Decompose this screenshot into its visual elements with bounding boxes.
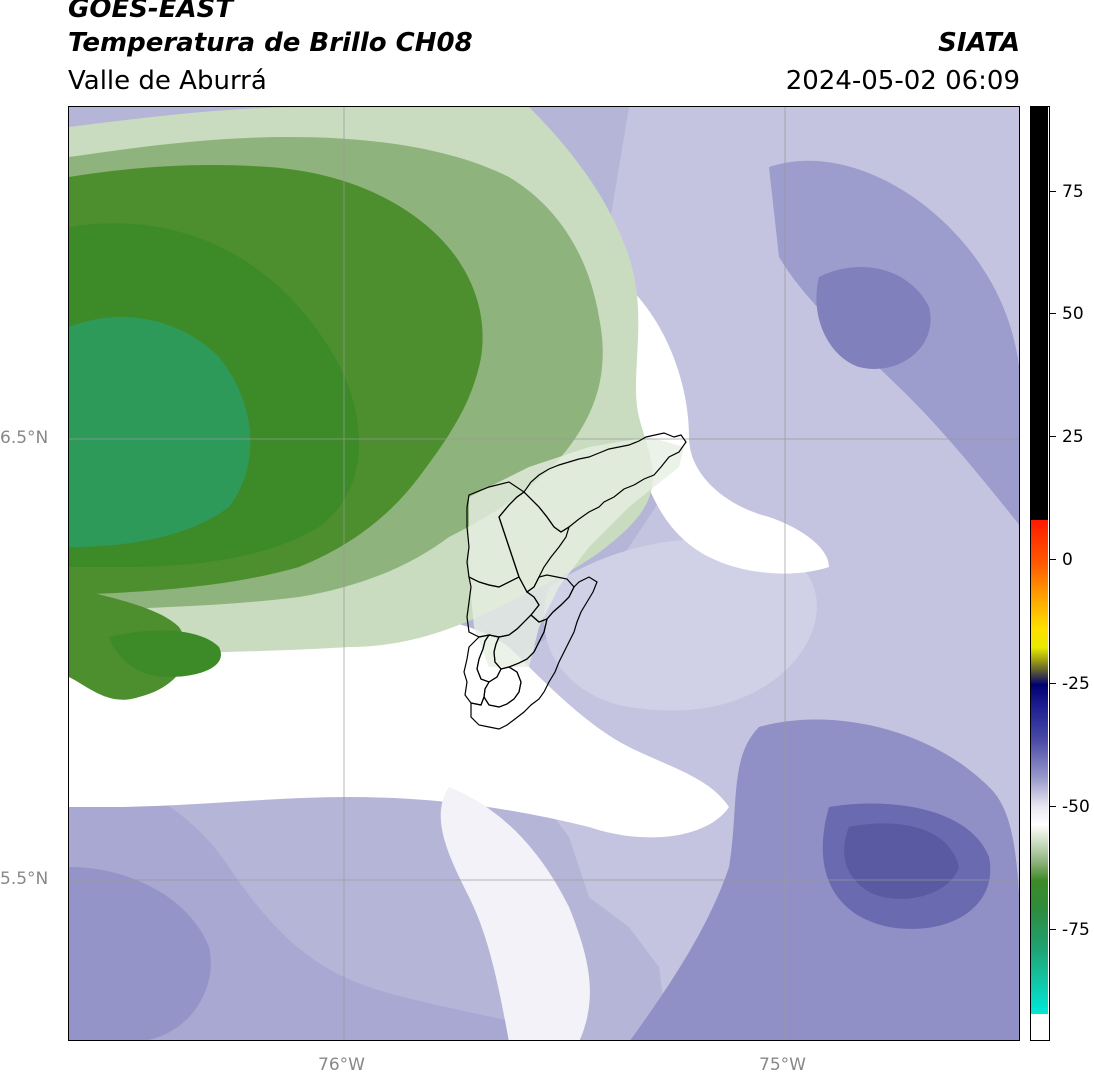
lat-label-6-5n: 6.5°N [0, 428, 49, 448]
white-cloud-band [69, 613, 729, 838]
green-patch-west-core [109, 630, 221, 677]
product-title: Temperatura de Brillo CH08 [68, 28, 473, 58]
lon-label-75w: 75°W [759, 1055, 806, 1075]
white-cloud-ridge [620, 287, 829, 574]
colorbar-label-50: 50 [1062, 304, 1084, 324]
purple-cloud-southwest-core [69, 867, 211, 1040]
municipality-la-estrella [463, 634, 491, 706]
colorbar-tick-75 [1050, 191, 1056, 192]
purple-cloud-north-core [816, 267, 931, 369]
colorbar-label-minus-25: -25 [1062, 674, 1090, 694]
organization-label: SIATA [938, 28, 1020, 58]
municipality-caldas [470, 576, 598, 730]
colorbar-label-75: 75 [1062, 182, 1084, 202]
region-label: Valle de Aburrá [68, 66, 267, 96]
valley-light-green [469, 437, 684, 667]
colorbar-tick-minus-50 [1050, 806, 1056, 807]
lavender-cloud-east [543, 539, 817, 711]
lat-label-5-5n: 5.5°N [0, 869, 49, 889]
brightness-temperature-map [69, 107, 1019, 1040]
colorbar-tick-50 [1050, 313, 1056, 314]
map-plot-area [68, 106, 1020, 1041]
valle-de-aburra-boundaries [463, 432, 687, 730]
colorbar-tick-minus-25 [1050, 683, 1056, 684]
timestamp-label: 2024-05-02 06:09 [785, 66, 1020, 96]
white-cloud-south [440, 787, 590, 1040]
colorbar-label-25: 25 [1062, 427, 1084, 447]
colorbar-tick-0 [1050, 559, 1056, 560]
colorbar-gradient [1031, 107, 1048, 1039]
lon-label-76w: 76°W [318, 1055, 365, 1075]
teal-green-core [69, 317, 251, 547]
satellite-title: GOES-EAST [68, 0, 234, 24]
colorbar-label-minus-50: -50 [1062, 797, 1090, 817]
colorbar-tick-25 [1050, 436, 1056, 437]
temperature-colorbar [1030, 106, 1050, 1041]
colorbar-label-0: 0 [1062, 550, 1073, 570]
colorbar-label-minus-75: -75 [1062, 920, 1090, 940]
colorbar-tick-minus-75 [1050, 929, 1056, 930]
